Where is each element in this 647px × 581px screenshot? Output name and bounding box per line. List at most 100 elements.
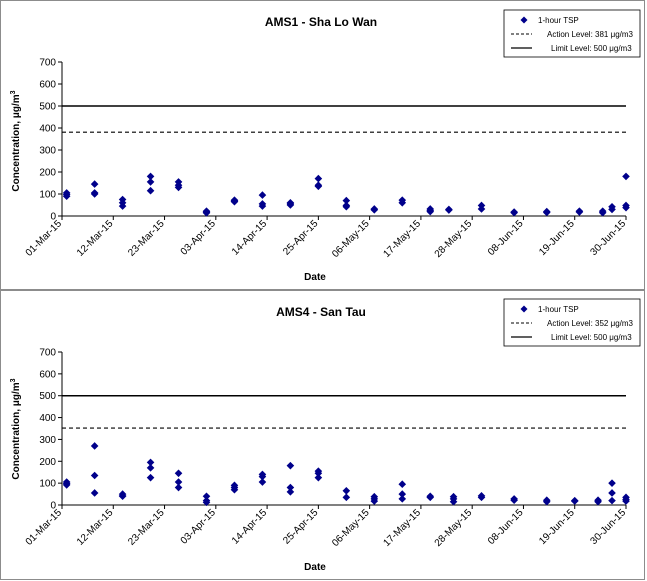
data-point	[258, 472, 267, 481]
x-tick-label: 06-May-15	[330, 218, 372, 260]
data-point	[449, 497, 458, 506]
data-point	[258, 202, 267, 210]
data-point	[90, 442, 99, 450]
y-axis-label: Concentration, μg/m	[11, 94, 22, 191]
y-axis-title: Concentration, μg/m3	[10, 378, 22, 479]
data-point	[342, 202, 351, 211]
data-point	[62, 192, 71, 200]
data-point	[542, 497, 551, 506]
y-tick-label: 500	[39, 391, 56, 402]
x-tick-label: 12-Mar-15	[75, 218, 116, 259]
legend-label-tsp: 1-hour TSP	[538, 305, 579, 314]
x-tick-label: 19-Jun-15	[537, 507, 577, 547]
data-point	[477, 205, 486, 213]
data-point	[370, 497, 379, 505]
x-tick-label: 25-Apr-15	[281, 507, 321, 547]
legend-label-limit: Limit Level: 500 μg/m3	[551, 333, 632, 342]
legend: 1-hour TSP Action Level: 352 μg/m3 Limit…	[503, 298, 641, 347]
x-tick-label: 19-Jun-15	[537, 218, 577, 258]
y-tick-label: 0	[50, 501, 56, 512]
data-point	[90, 489, 99, 497]
data-point	[118, 202, 127, 210]
legend-label-limit: Limit Level: 500 μg/m3	[551, 44, 632, 53]
data-point	[370, 206, 379, 214]
data-point	[398, 199, 407, 207]
legend-label-action: Action Level: 352 μg/m3	[547, 319, 634, 328]
legend-marker-diamond-icon	[520, 16, 528, 24]
chart-svg-ams1: AMS1 - Sha Lo Wan 1-hour TSP Action Leve…	[10, 9, 641, 283]
legend-marker-diamond-icon	[520, 305, 528, 313]
y-tick-label: 400	[39, 124, 56, 135]
data-point	[230, 485, 239, 494]
data-point	[230, 197, 239, 206]
y-axis-title: Concentration, μg/m3	[10, 90, 22, 191]
x-tick-label: 23-Mar-15	[126, 218, 167, 259]
x-tick-label: 01-Mar-15	[24, 507, 65, 548]
data-point	[286, 488, 295, 496]
y-tick-label: 100	[39, 479, 56, 490]
data-point	[90, 190, 99, 198]
data-point	[342, 486, 351, 495]
data-point	[202, 209, 211, 217]
chart-panel-ams1: AMS1 - Sha Lo Wan 1-hour TSP Action Leve…	[0, 0, 645, 290]
y-tick-label: 400	[39, 413, 56, 424]
x-tick-label: 17-May-15	[381, 218, 423, 260]
chart-panel-ams4: AMS4 - San Tau 1-hour TSP Action Level: …	[0, 290, 645, 580]
x-tick-label: 08-Jun-15	[486, 218, 526, 258]
data-point	[398, 495, 407, 503]
legend: 1-hour TSP Action Level: 381 μg/m3 Limit…	[503, 9, 641, 58]
data-point	[477, 493, 486, 502]
data-point	[62, 481, 71, 489]
data-point	[286, 461, 295, 470]
data-point	[90, 471, 99, 480]
data-point	[286, 201, 295, 209]
data-point	[342, 196, 351, 205]
y-tick-label: 700	[39, 58, 56, 69]
legend-label-action: Action Level: 381 μg/m3	[547, 30, 634, 39]
data-point	[314, 473, 323, 482]
x-tick-label: 14-Apr-15	[230, 507, 270, 547]
x-tick-label: 30-Jun-15	[589, 218, 629, 258]
y-tick-label: 700	[39, 348, 56, 359]
data-point	[146, 473, 155, 482]
data-point	[90, 180, 99, 188]
data-point	[608, 479, 616, 487]
x-tick-label: 01-Mar-15	[24, 218, 65, 259]
data-point	[314, 174, 323, 183]
data-point	[146, 458, 155, 467]
y-tick-label: 500	[39, 102, 56, 113]
data-point	[146, 464, 155, 472]
x-tick-label: 25-Apr-15	[281, 218, 321, 258]
x-tick-label: 03-Apr-15	[179, 507, 219, 547]
data-point	[598, 208, 607, 217]
legend-label-tsp: 1-hour TSP	[538, 16, 579, 25]
svg-text:Concentration, μg/m3: Concentration, μg/m3	[10, 378, 22, 479]
x-axis-title: Date	[304, 272, 326, 283]
y-tick-label: 200	[39, 168, 56, 179]
data-point	[608, 205, 616, 214]
data-point	[622, 497, 630, 505]
y-tick-label: 600	[39, 80, 56, 91]
x-tick-label: 28-May-15	[433, 507, 475, 549]
data-point	[258, 191, 267, 199]
data-point	[286, 483, 295, 492]
data-point	[426, 207, 435, 216]
data-point	[314, 469, 323, 478]
data-point	[202, 498, 211, 507]
x-tick-label: 23-Mar-15	[126, 507, 167, 548]
data-point	[342, 493, 351, 502]
chart-title: AMS4 - San Tau	[276, 305, 366, 319]
data-point	[426, 493, 435, 502]
data-point	[608, 489, 616, 497]
data-point	[174, 483, 183, 492]
x-tick-label: 30-Jun-15	[589, 507, 629, 547]
y-axis-label: Concentration, μg/m	[11, 382, 22, 479]
x-axis-title: Date	[304, 562, 326, 573]
data-point	[146, 172, 155, 181]
x-tick-label: 06-May-15	[330, 507, 372, 549]
svg-text:Concentration, μg/m3: Concentration, μg/m3	[10, 90, 22, 191]
data-point	[622, 172, 630, 181]
x-tick-label: 17-May-15	[381, 507, 423, 549]
y-tick-label: 200	[39, 457, 56, 468]
data-point	[118, 492, 127, 501]
